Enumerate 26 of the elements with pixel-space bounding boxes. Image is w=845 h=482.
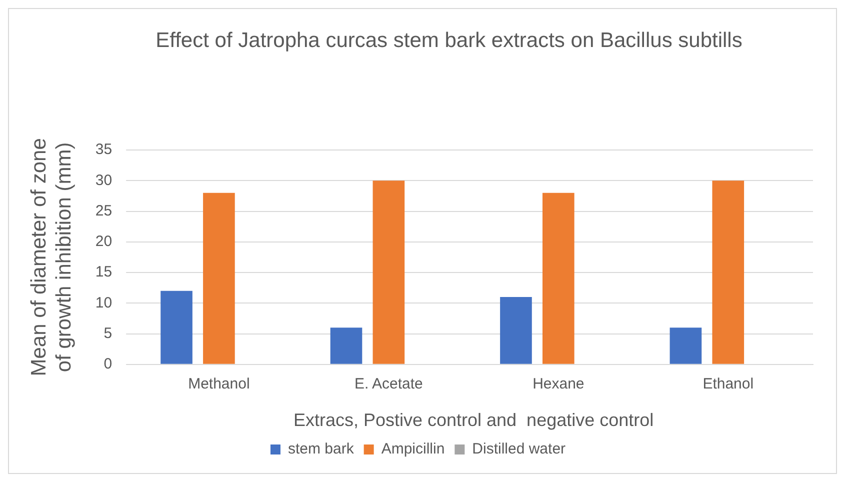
- bar: [203, 192, 235, 364]
- legend-label: Distilled water: [472, 440, 566, 458]
- bar: [670, 328, 702, 364]
- bar: [712, 180, 744, 364]
- x-tick-label: Hexane: [532, 376, 584, 393]
- bar: [160, 290, 192, 364]
- bar: [330, 328, 362, 364]
- legend-label: Ampicillin: [381, 440, 445, 458]
- x-tick-label: Ethanol: [702, 376, 754, 393]
- bar: [372, 180, 405, 364]
- chart-title: Effect of Jatropha curcas stem bark extracts on Bacillus subtills: [156, 28, 742, 54]
- y-tick-label: 5: [104, 324, 112, 342]
- y-tick-label: 15: [95, 264, 112, 281]
- bar: [542, 192, 574, 364]
- y-tick-label: 10: [95, 294, 112, 312]
- y-tick-label: 35: [95, 141, 112, 158]
- y-tick-label: 20: [95, 233, 112, 250]
- y-tick-label: 25: [95, 202, 112, 220]
- y-axis-title: Mean of diameter of zone of growth inhibition (mm): [27, 138, 76, 376]
- x-tick-label: E. Acetate: [354, 376, 423, 393]
- legend-label: stem bark: [288, 440, 354, 458]
- bar: [500, 297, 532, 364]
- x-axis-title: Extracs, Postive control and negative control: [293, 410, 654, 430]
- y-tick-label: 30: [95, 172, 112, 189]
- y-tick-label: 0: [104, 356, 112, 373]
- x-tick-label: Methanol: [188, 376, 250, 393]
